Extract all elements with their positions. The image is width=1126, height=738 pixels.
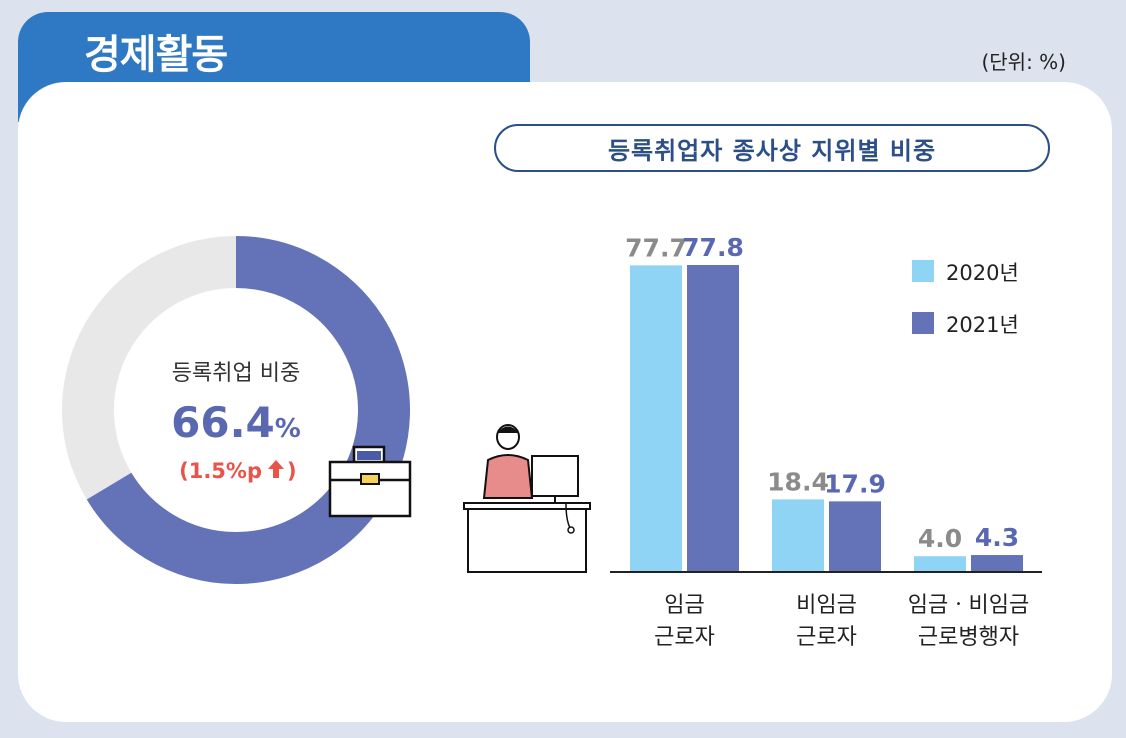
legend-swatch-2021 (912, 312, 934, 334)
legend: 2020년 2021년 (912, 260, 1019, 337)
bar-2020년-0 (630, 265, 682, 572)
up-arrow-icon (268, 460, 284, 478)
category-label: 임금ㆍ비임금 (908, 593, 1029, 618)
category-label: 근로자 (796, 625, 857, 650)
bar-2020년-2 (914, 556, 966, 572)
bar-2020년-1 (772, 499, 824, 572)
legend-swatch-2020 (912, 260, 934, 282)
chart-title: 등록취업자 종사상 지위별 비중 (494, 124, 1050, 172)
donut-value-number: 66.4 (171, 398, 275, 447)
category-label: 임금 (664, 593, 704, 618)
office-worker-icon (463, 424, 591, 573)
bar-value-label: 4.3 (975, 523, 1019, 552)
bar-2021년-0 (687, 265, 739, 572)
donut-value: 66.4% (171, 398, 301, 447)
bar-2021년-2 (971, 555, 1023, 572)
bar-value-label: 18.4 (767, 467, 829, 496)
category-label: 근로자 (654, 625, 715, 650)
legend-label-2020: 2020년 (946, 261, 1019, 285)
donut-change-text: (1.5%p (179, 459, 262, 483)
unit-label: (단위: %) (981, 50, 1066, 74)
section-title: 경제활동 (84, 32, 228, 78)
donut-value-unit: % (275, 414, 301, 444)
briefcase-icon (328, 445, 412, 518)
category-label: 근로병행자 (918, 625, 1019, 650)
bar-2021년-1 (829, 501, 881, 572)
legend-label-2021: 2021년 (946, 313, 1019, 337)
bar-value-label: 77.7 (625, 233, 687, 262)
category-label: 비임금 (796, 593, 857, 618)
content-card (18, 82, 1112, 722)
donut-change: (1.5%p ) (179, 459, 296, 483)
donut-label: 등록취업 비중 (172, 361, 300, 386)
bar-value-label: 77.8 (682, 233, 744, 262)
donut-change-close: ) (287, 459, 297, 483)
bar-value-label: 17.9 (824, 469, 886, 498)
bar-chart: 77.7 18.4 4.0 77.8 17.9 4.3 (625, 233, 1023, 572)
bar-value-label: 4.0 (918, 524, 962, 553)
